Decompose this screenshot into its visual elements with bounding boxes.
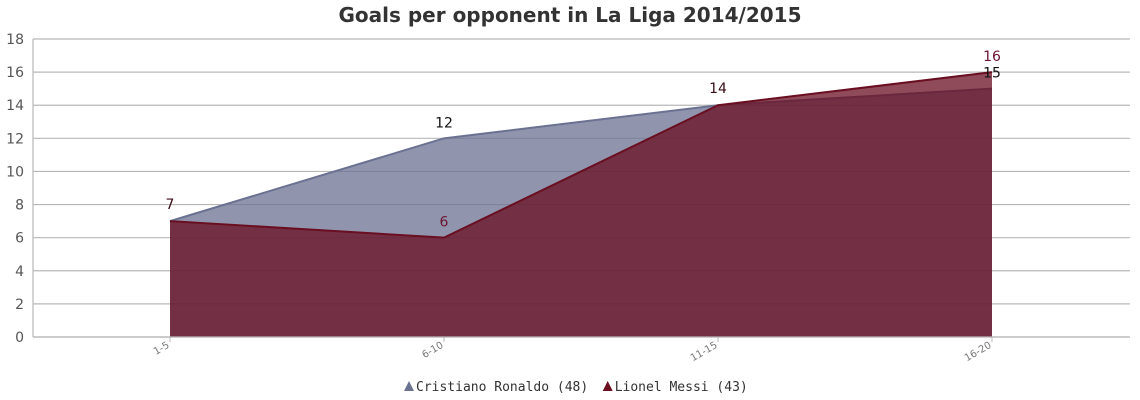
x-axis: 1-5 6-10 11-15 16-20 (33, 336, 1130, 364)
y-tick-label: 8 (15, 198, 24, 214)
data-label: 15 (983, 66, 1001, 82)
x-tick-label: 1-5 (152, 340, 172, 358)
y-tick-label: 0 (15, 330, 24, 346)
legend-triangle-icon (602, 381, 613, 391)
y-tick-label: 4 (15, 264, 24, 280)
y-tick-label: 18 (6, 32, 24, 48)
y-tick-label: 2 (15, 297, 24, 313)
data-label: 6 (440, 215, 449, 231)
data-label: 14 (709, 81, 727, 97)
y-tick-label: 6 (15, 231, 24, 247)
legend-item[interactable]: Lionel Messi (43) (602, 380, 748, 395)
data-label: 16 (983, 49, 1001, 65)
y-tick-label: 14 (6, 98, 24, 114)
series-area (170, 72, 992, 337)
legend-label: Lionel Messi (43) (615, 380, 748, 395)
legend[interactable]: Cristiano Ronaldo (48) Lionel Messi (43) (404, 380, 748, 395)
y-tick-label: 16 (6, 65, 24, 81)
legend-item[interactable]: Cristiano Ronaldo (48) (404, 380, 588, 395)
chart-title: Goals per opponent in La Liga 2014/2015 (338, 3, 801, 27)
y-tick-label: 10 (6, 164, 24, 180)
data-label: 7 (166, 197, 175, 213)
series-areas (169, 71, 993, 338)
data-label: 12 (435, 115, 453, 131)
series-line (169, 71, 993, 239)
y-tick-label: 12 (6, 131, 24, 147)
x-tick-label: 6-10 (420, 340, 445, 361)
x-tick-label: 11-15 (689, 340, 720, 364)
legend-label: Cristiano Ronaldo (48) (416, 380, 588, 395)
legend-triangle-icon (404, 381, 414, 391)
y-axis: 0 2 4 6 8 10 12 14 16 18 (6, 32, 34, 346)
x-tick-label: 16-20 (963, 340, 994, 364)
